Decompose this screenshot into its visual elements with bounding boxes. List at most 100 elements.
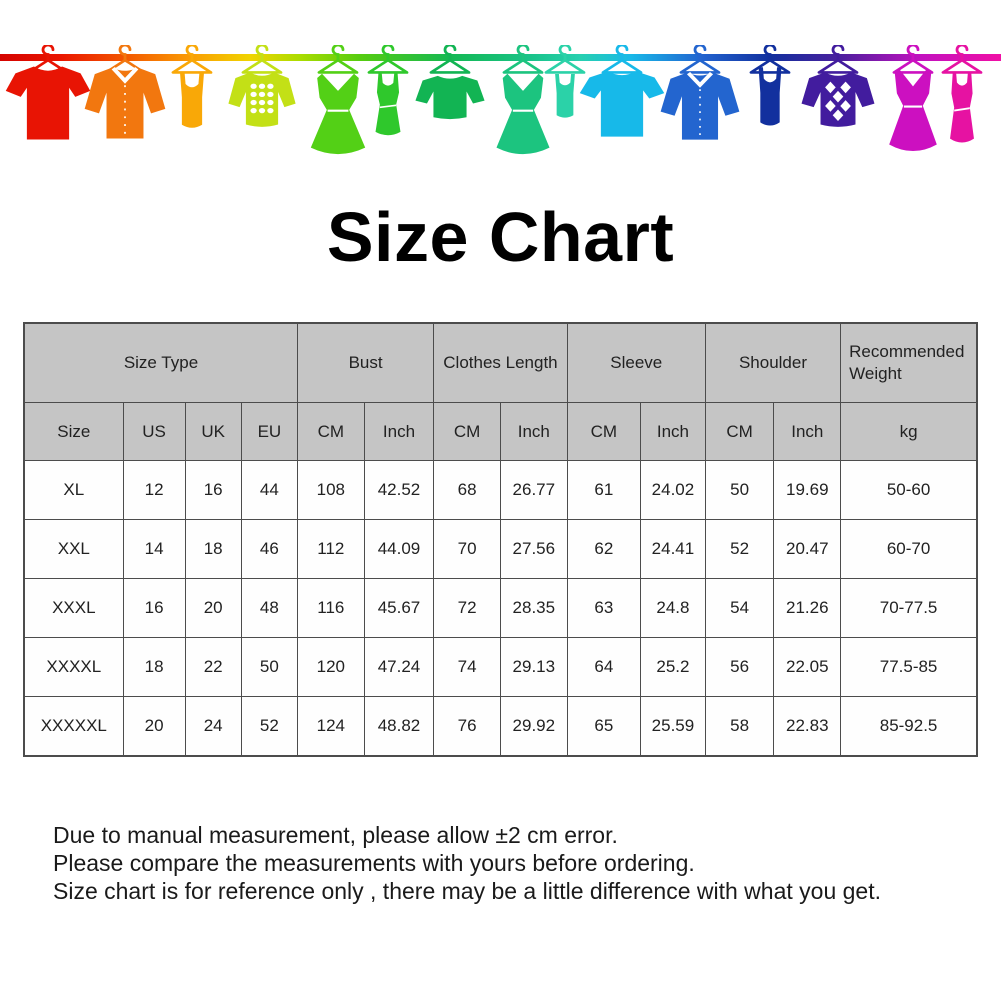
spring-green-dress-icon: [495, 45, 551, 156]
value-cell: 70-77.5: [840, 578, 978, 638]
column-group-header: Recommended Weight: [840, 322, 978, 403]
table-row: XL 12 16 44 108 42.52 68 26.77 61 24.02 50 19.69 50-…: [23, 460, 978, 520]
value-cell: 68: [433, 460, 501, 520]
value-cell: 18: [122, 637, 186, 697]
column-sub-header: US: [122, 402, 186, 461]
value-cell: 29.92: [499, 696, 568, 757]
value-cell: 20: [122, 696, 186, 757]
note-compare-measurements: Please compare the measurements with you…: [53, 850, 695, 876]
value-cell: 116: [296, 578, 365, 638]
value-cell: 85-92.5: [840, 696, 978, 757]
column-sub-header: Size: [23, 402, 124, 461]
column-group-header: Bust: [296, 322, 435, 403]
value-cell: 24: [184, 696, 242, 757]
hanging-clothes-illustration: [0, 45, 1001, 156]
tankdress-icon: [374, 72, 402, 137]
value-cell: 76: [433, 696, 501, 757]
shirt-icon: [85, 67, 166, 138]
value-cell: 27.56: [499, 519, 568, 579]
column-sub-header: CM: [566, 402, 642, 461]
value-cell: 58: [704, 696, 775, 757]
value-cell: 26.77: [499, 460, 568, 520]
value-cell: 52: [240, 696, 298, 757]
value-cell: 44.09: [363, 519, 435, 579]
value-cell: 25.59: [640, 696, 706, 757]
note-reference-only: Size chart is for reference only , there…: [53, 878, 881, 904]
shirt-icon: [661, 72, 740, 139]
value-cell: 48: [240, 578, 298, 638]
column-sub-header: Inch: [499, 402, 568, 461]
value-cell: 61: [566, 460, 642, 520]
value-cell: 47.24: [363, 637, 435, 697]
value-cell: 50: [704, 460, 775, 520]
sweater-icon: [415, 75, 485, 120]
rainbow-clothesline: [0, 54, 1001, 61]
size-chart-table: Size Type Bust Clothes Length Sleeve Shoulde…: [23, 322, 978, 757]
dress-icon: [309, 72, 367, 156]
table-row: XXXXXL 20 24 52 124 48.82 76 29.92 65 25.59 58 22.8…: [23, 696, 978, 757]
tshirt-icon: [5, 66, 91, 140]
column-group-header: Size Type: [23, 322, 298, 403]
table-row: XXL 14 18 46 112 44.09 70 27.56 62 24.41 52 20.47 60…: [23, 519, 978, 579]
disclaimer-notes: Due to manual measurement, please allow …: [53, 821, 1001, 905]
value-cell: 21.26: [773, 578, 842, 638]
value-cell: 120: [296, 637, 365, 697]
green-dress-icon: [309, 45, 367, 156]
value-cell: 44: [240, 460, 298, 520]
value-cell: 12: [122, 460, 186, 520]
column-sub-header: Inch: [773, 402, 842, 461]
column-sub-header: EU: [240, 402, 298, 461]
value-cell: 112: [296, 519, 365, 579]
value-cell: 108: [296, 460, 365, 520]
value-cell: 22.05: [773, 637, 842, 697]
tank-icon: [758, 67, 782, 126]
tank-icon: [180, 73, 204, 128]
value-cell: 24.8: [640, 578, 706, 638]
note-measurement-error: Due to manual measurement, please allow …: [53, 822, 618, 848]
clothesline-banner: [0, 0, 1001, 172]
value-cell: 29.13: [499, 637, 568, 697]
value-cell: 45.67: [363, 578, 435, 638]
value-cell: 22.83: [773, 696, 842, 757]
dress-icon: [495, 72, 551, 156]
column-group-header: Clothes Length: [433, 322, 568, 403]
value-cell: 50: [240, 637, 298, 697]
size-label-cell: XXL: [23, 519, 124, 579]
value-cell: 46: [240, 519, 298, 579]
value-cell: 16: [122, 578, 186, 638]
value-cell: 20: [184, 578, 242, 638]
column-group-header: Sleeve: [566, 322, 706, 403]
column-sub-header: CM: [433, 402, 501, 461]
size-label-cell: XL: [23, 460, 124, 520]
column-sub-header: Inch: [363, 402, 435, 461]
value-cell: 24.41: [640, 519, 706, 579]
column-sub-header: CM: [296, 402, 365, 461]
value-cell: 65: [566, 696, 642, 757]
value-cell: 56: [704, 637, 775, 697]
value-cell: 42.52: [363, 460, 435, 520]
table-row: XXXXL 18 22 50 120 47.24 74 29.13 64 25.2 56 22.05 7…: [23, 637, 978, 697]
value-cell: 54: [704, 578, 775, 638]
value-cell: 22: [184, 637, 242, 697]
table-row: XXXL 16 20 48 116 45.67 72 28.35 63 24.8 54 21.26 70…: [23, 578, 978, 638]
column-sub-header: kg: [840, 402, 978, 461]
value-cell: 18: [184, 519, 242, 579]
value-cell: 72: [433, 578, 501, 638]
value-cell: 28.35: [499, 578, 568, 638]
column-sub-header: UK: [184, 402, 242, 461]
column-sub-header: Inch: [640, 402, 706, 461]
size-label-cell: XXXXXL: [23, 696, 124, 757]
value-cell: 62: [566, 519, 642, 579]
value-cell: 48.82: [363, 696, 435, 757]
value-cell: 19.69: [773, 460, 842, 520]
value-cell: 24.02: [640, 460, 706, 520]
value-cell: 14: [122, 519, 186, 579]
tank-icon: [555, 73, 575, 118]
value-cell: 64: [566, 637, 642, 697]
value-cell: 74: [433, 637, 501, 697]
tankdress-icon: [949, 70, 975, 144]
polka-sweater-icon: [228, 72, 296, 127]
argyle-sweater-icon: [801, 72, 875, 127]
value-cell: 77.5-85: [840, 637, 978, 697]
tshirt-icon: [579, 71, 665, 137]
